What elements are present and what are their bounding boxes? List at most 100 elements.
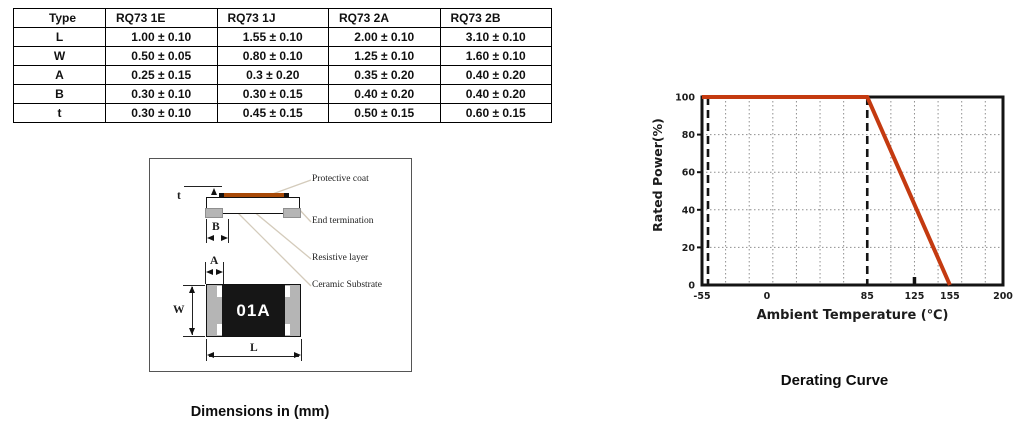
- dimension-value: 0.50 ± 0.15: [328, 103, 441, 123]
- label-end-termination: End termination: [312, 216, 374, 226]
- row-label: W: [13, 46, 106, 66]
- W-arrow-up-icon: [189, 286, 195, 293]
- x-tick-label: -55: [693, 291, 710, 302]
- dim-table-header-row: Type RQ73 1E RQ73 1J RQ73 2A RQ73 2B: [13, 8, 552, 28]
- termination-notch: [285, 324, 290, 335]
- column-header-rq73-1e: RQ73 1E: [105, 8, 218, 28]
- dimension-value: 0.80 ± 0.10: [216, 46, 329, 66]
- column-header-type: Type: [13, 8, 106, 28]
- dim-label-t: t: [177, 190, 181, 202]
- A-extension-line-left: [205, 262, 206, 284]
- dimension-value: 2.00 ± 0.10: [328, 27, 441, 47]
- x-tick-label: 0: [764, 291, 771, 302]
- dimension-value: 0.25 ± 0.15: [105, 65, 218, 85]
- coat-end-right: [284, 193, 289, 197]
- dim-table-body: L 1.00 ± 0.10 1.55 ± 0.10 2.00 ± 0.10 3.10 ±…: [13, 27, 552, 123]
- row-label: B: [13, 84, 106, 104]
- dimension-value: 0.45 ± 0.15: [216, 103, 329, 123]
- dimension-value: 0.50 ± 0.05: [105, 46, 218, 66]
- dimension-value: 0.35 ± 0.20: [328, 65, 441, 85]
- L-extension-line-left: [206, 339, 207, 361]
- x-tick-label: 155: [940, 291, 960, 302]
- dimensions-caption: Dimensions in (mm): [190, 404, 330, 420]
- dim-label-A: A: [210, 255, 219, 267]
- side-view-termination-right: [283, 208, 301, 218]
- B-arrow-right-icon: [221, 235, 228, 241]
- dimensions-table: Type RQ73 1E RQ73 1J RQ73 2A RQ73 2B L 1.00 ±…: [13, 8, 552, 123]
- L-arrow-right-icon: [294, 352, 301, 358]
- side-view-body: [206, 197, 300, 214]
- leader-lines: [233, 179, 312, 287]
- L-arrow-left-icon: [207, 352, 214, 358]
- row-label: t: [13, 103, 106, 123]
- top-view-body: 01A: [206, 284, 301, 337]
- dim-label-L: L: [250, 342, 258, 354]
- W-arrow-down-icon: [189, 328, 195, 335]
- dimension-value: 1.00 ± 0.10: [105, 27, 218, 47]
- dimension-value: 0.30 ± 0.10: [105, 103, 218, 123]
- y-tick-label: 40: [682, 205, 696, 216]
- dimension-value: 0.3 ± 0.20: [216, 65, 329, 85]
- W-extension-line-top: [183, 285, 205, 286]
- resistor-marking: 01A: [222, 285, 285, 336]
- B-extension-line-left: [206, 219, 207, 243]
- dimension-value: 0.60 ± 0.15: [439, 103, 552, 123]
- t-arrow-up-icon: [211, 188, 217, 195]
- dimension-value: 0.30 ± 0.15: [216, 84, 329, 104]
- y-tick-label: 0: [688, 281, 695, 292]
- plot-border: [700, 95, 1005, 287]
- A-arrow-right-icon: [216, 269, 223, 275]
- column-header-rq73-1j: RQ73 1J: [216, 8, 329, 28]
- x-tick-label: 125: [905, 291, 925, 302]
- column-header-rq73-2b: RQ73 2B: [439, 8, 552, 28]
- dimension-value: 1.25 ± 0.10: [328, 46, 441, 66]
- t-extension-line: [184, 186, 222, 187]
- coat-end-left: [219, 193, 224, 197]
- derating-line: [702, 95, 952, 286]
- dimension-value: 1.60 ± 0.10: [439, 46, 552, 66]
- x-tick-label: 85: [861, 291, 874, 302]
- y-tick-label: 20: [682, 243, 696, 254]
- termination-notch: [285, 286, 290, 297]
- table-row-t: t 0.30 ± 0.10 0.45 ± 0.15 0.50 ± 0.15 0.60 ±…: [13, 103, 552, 123]
- construction-diagram: t B A 01A W: [149, 158, 412, 372]
- B-extension-line-right: [228, 219, 229, 243]
- x-tick-label: 200: [993, 291, 1013, 302]
- dim-label-B: B: [212, 221, 220, 233]
- table-row-B: B 0.30 ± 0.10 0.30 ± 0.15 0.40 ± 0.20 0.40 ±…: [13, 84, 552, 104]
- chart-title: Derating Curve: [780, 372, 889, 389]
- termination-notch: [217, 324, 222, 335]
- dimension-value: 3.10 ± 0.10: [439, 27, 552, 47]
- W-extension-line-bottom: [183, 336, 205, 337]
- label-resistive-layer: Resistive layer: [312, 253, 369, 263]
- table-row-W: W 0.50 ± 0.05 0.80 ± 0.10 1.25 ± 0.10 1.60 ±…: [13, 46, 552, 66]
- y-axis-title: Rated Power(%): [650, 118, 665, 232]
- dimension-value: 0.40 ± 0.20: [439, 65, 552, 85]
- dimension-value: 0.40 ± 0.20: [439, 84, 552, 104]
- y-tick-label: 100: [675, 93, 695, 104]
- W-dimension-line: [192, 287, 193, 335]
- y-tick-label: 60: [682, 168, 696, 179]
- termination-notch: [217, 286, 222, 297]
- dimension-value: 0.30 ± 0.10: [105, 84, 218, 104]
- label-ceramic-substrate: Ceramic Substrate: [312, 280, 382, 290]
- L-dimension-line: [209, 356, 299, 357]
- y-tick-label: 80: [682, 130, 696, 141]
- dimension-value: 1.55 ± 0.10: [216, 27, 329, 47]
- column-header-rq73-2a: RQ73 2A: [328, 8, 441, 28]
- table-row-A: A 0.25 ± 0.15 0.3 ± 0.20 0.35 ± 0.20 0.40 ± …: [13, 65, 552, 85]
- row-label: A: [13, 65, 106, 85]
- label-protective-coat: Protective coat: [312, 174, 369, 184]
- dimension-value: 0.40 ± 0.20: [328, 84, 441, 104]
- L-extension-line-right: [301, 339, 302, 361]
- B-arrow-left-icon: [207, 235, 214, 241]
- table-row-L: L 1.00 ± 0.10 1.55 ± 0.10 2.00 ± 0.10 3.10 ±…: [13, 27, 552, 47]
- A-arrow-left-icon: [206, 269, 213, 275]
- protective-coat-strip: [224, 193, 284, 197]
- x-axis-title: Ambient Temperature (℃): [757, 308, 949, 323]
- row-label: L: [13, 27, 106, 47]
- dim-label-W: W: [173, 304, 185, 316]
- side-view-termination-left: [205, 208, 223, 218]
